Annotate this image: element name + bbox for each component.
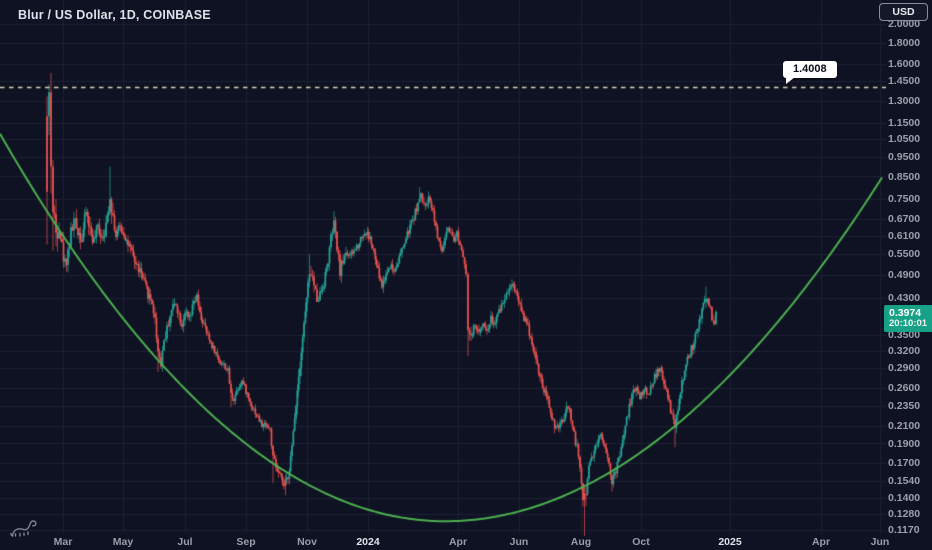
price-axis-label: 0.2600 [888,381,921,394]
price-axis-label: 0.9500 [888,150,921,163]
bar-countdown: 20:10:01 [889,318,928,330]
time-axis-label: Apr [811,536,831,548]
price-axis-label: 1.0500 [888,132,921,145]
price-axis-label: 1.8000 [888,36,921,49]
time-axis-label: Oct [632,536,650,548]
time-axis-label: 2024 [356,536,380,548]
price-axis-label: 1.3000 [888,94,921,107]
time-axis-label: Apr [448,536,468,548]
last-price-value: 0.3974 [889,306,922,319]
price-axis-label: 0.6100 [888,229,921,242]
last-price-badge: 0.3974 20:10:01 [884,304,932,332]
price-axis-label: 0.5500 [888,248,921,261]
price-axis-label: 0.2100 [888,419,921,432]
time-axis-label: Sep [236,536,256,548]
price-axis-label: 1.6000 [888,57,921,70]
price-axis-label: 0.1170 [888,523,920,536]
price-axis-label: 0.1540 [888,474,921,487]
price-axis[interactable]: 2.0000 1.8000 1.6000 1.4500 1.3000 1.1500 1.05… [886,0,932,536]
currency-usd-button[interactable]: USD [879,3,928,21]
price-axis-label: 0.6700 [888,212,921,225]
symbol-legend[interactable]: Blur / US Dollar, 1D, COINBASE [18,8,211,22]
price-axis-label: 0.2350 [888,399,921,412]
time-axis[interactable]: Mar May Jul Sep Nov 2024 Apr Jun Aug Oct 2025 Apr Ju… [0,533,932,550]
price-axis-label: 0.7500 [888,192,921,205]
price-axis-label: 0.1700 [888,457,921,470]
price-axis-label: 0.2900 [888,362,921,375]
price-axis-label: 0.1280 [888,507,921,520]
price-axis-label: 0.4900 [888,268,921,281]
time-axis-label: Jun [509,536,529,548]
time-axis-label: 2025 [718,536,742,548]
price-axis-label: 1.1500 [888,116,921,129]
price-axis-label: 1.4500 [888,75,921,88]
price-axis-label: 0.8500 [888,170,921,183]
price-axis-label: 0.1900 [888,437,921,450]
time-axis-label: Jun [870,536,890,548]
time-axis-label: Nov [297,536,317,548]
time-axis-label: May [112,536,134,548]
price-axis-label: 0.4300 [888,291,921,304]
price-axis-label: 2.0000 [888,18,921,30]
price-axis-label: 0.3200 [888,344,921,357]
price-line-label[interactable]: 1.4008 [783,61,837,84]
price-axis-label: 0.1400 [888,491,921,504]
time-axis-label: Aug [570,536,592,548]
time-axis-label: Jul [177,536,193,548]
dino-logo-icon [10,520,37,537]
time-axis-label: Mar [53,536,73,548]
